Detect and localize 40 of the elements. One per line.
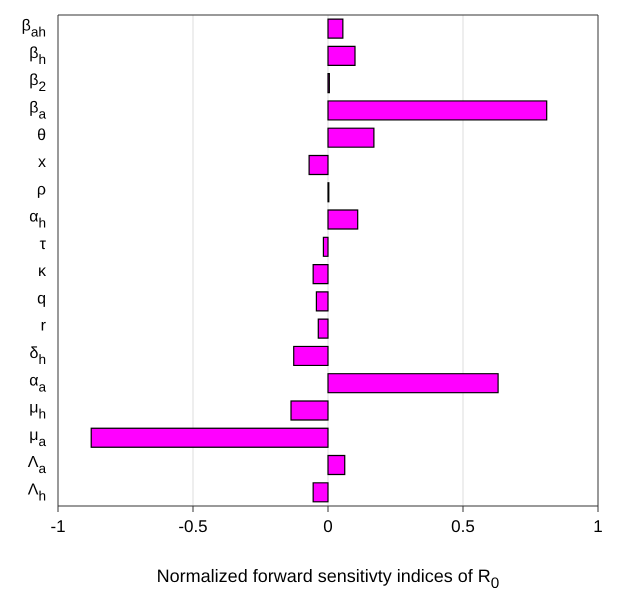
y-tick-label: x (38, 154, 46, 172)
y-tick-label: β$_{2}$ (29, 72, 46, 94)
y-tick-label: Λ$_{a}$ (28, 454, 46, 476)
bar (90, 428, 329, 448)
bar (316, 291, 329, 312)
bar (308, 154, 329, 176)
y-tick-label: Λ$_{h}$ (28, 481, 46, 503)
x-axis-title: Normalized forward sensitivty indices of R$_{0}$ (156, 566, 500, 592)
bar (318, 318, 329, 339)
y-tick-label: q (37, 290, 46, 308)
y-tick-label: α$_{a}$ (29, 372, 46, 394)
x-tick-label: 1 (593, 517, 603, 536)
y-tick-label: τ (40, 236, 47, 253)
y-tick-label: θ (37, 126, 46, 144)
y-tick-label: ρ (36, 181, 46, 198)
bar (322, 236, 329, 257)
bar (327, 46, 356, 66)
y-tick-label: r (40, 318, 47, 335)
x-tick-label: -1 (50, 517, 66, 536)
bar (327, 18, 344, 39)
y-tick-label: β$_{a}$ (29, 99, 46, 122)
y-tick-label: β$_{h}$ (29, 44, 46, 67)
bar (327, 209, 358, 230)
x-tick-label: -0.5 (178, 517, 208, 536)
bar (290, 400, 329, 421)
x-tick-label: 0.5 (451, 517, 475, 536)
bar (293, 346, 329, 366)
bar (312, 482, 329, 502)
bar (327, 373, 499, 394)
y-tick-label: β$_{ah}$ (22, 18, 46, 40)
y-tick-label: κ (38, 263, 47, 280)
y-tick-label: α$_{h}$ (29, 208, 46, 230)
bar (312, 264, 329, 284)
bar (327, 128, 374, 148)
bar (327, 100, 548, 121)
y-tick-label: δ$_{h}$ (30, 344, 46, 367)
x-tick-label: 0 (323, 517, 333, 536)
bar (327, 454, 346, 476)
y-tick-label: μ$_{a}$ (29, 426, 46, 448)
y-tick-label: μ$_{h}$ (29, 400, 46, 422)
